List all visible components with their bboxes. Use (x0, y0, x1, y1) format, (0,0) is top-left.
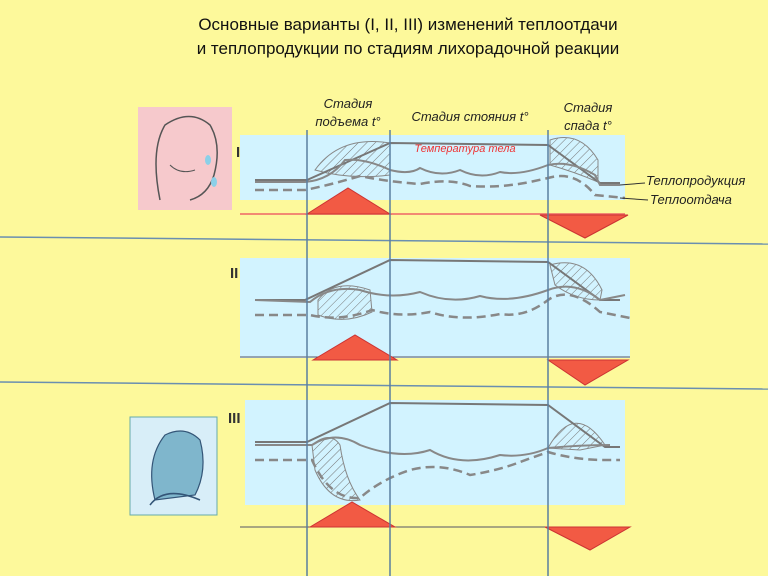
face-hot (138, 107, 232, 210)
pointer (619, 182, 646, 186)
temperature-line (255, 141, 620, 184)
stage-label: спада t° (564, 118, 612, 133)
variant-label: II (230, 265, 238, 282)
heat-production-label: Теплопродукция (646, 173, 745, 188)
variant-label: I (236, 144, 240, 161)
heat-production-line (254, 285, 626, 304)
stage-label: подъема t° (315, 114, 380, 129)
heat-production-line (255, 436, 611, 462)
heat-loss-line (255, 293, 631, 320)
separator (0, 381, 768, 390)
heat-loss-line (255, 450, 620, 500)
title: и теплопродукции по стадиям лихорадочной… (197, 39, 620, 58)
heat-loss-label: Теплоотдача (650, 192, 732, 207)
title: Основные варианты (I, II, III) изменений… (198, 15, 617, 34)
increase-triangle (311, 334, 399, 361)
variant-label: III (228, 410, 241, 427)
heat-loss-line (255, 174, 626, 200)
increase-triangle (308, 501, 397, 528)
face-cold (129, 416, 218, 516)
pointer (619, 197, 649, 201)
decrease-triangle (539, 214, 629, 239)
temperature-line (255, 401, 620, 448)
temperature-label: Температура тела (414, 143, 515, 155)
decrease-triangle (546, 359, 630, 386)
decrease-triangle (544, 526, 632, 551)
separator (0, 236, 768, 245)
stage-label: Стадия стояния t° (411, 109, 528, 124)
stage-label: Стадия (324, 96, 373, 111)
stage-label: Стадия (564, 100, 613, 115)
increase-triangle (305, 187, 392, 215)
